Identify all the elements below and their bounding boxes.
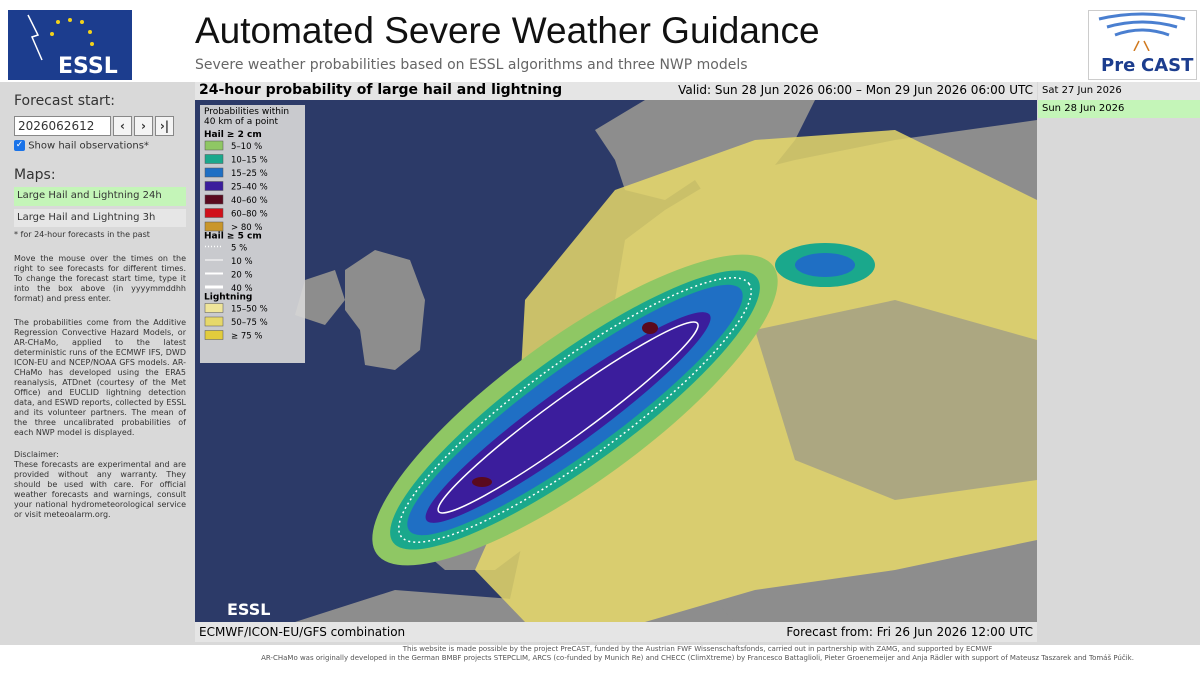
footer-line: This website is made possible by the pro…: [402, 645, 993, 653]
legend-section-title: Hail ≥ 2 cm: [204, 130, 262, 140]
legend-section-title: Lightning: [204, 293, 252, 303]
label: Forecast start:: [14, 93, 116, 109]
legend-swatch: [204, 154, 224, 164]
footnote: * for 24-hour forecasts in the past: [14, 230, 150, 239]
logo-art: [27, 14, 94, 61]
legend-label: 50–75 %: [231, 318, 268, 328]
forecast-from: Forecast from: Fri 26 Jun 2026 12:00 UTC: [786, 625, 1033, 639]
logo-art: [1098, 12, 1186, 52]
legend-label: ≥ 75 %: [231, 332, 262, 342]
button[interactable]: ›: [134, 115, 153, 136]
legend-label: 10 %: [231, 257, 253, 267]
legend-label: 25–40 %: [231, 183, 268, 193]
map-option[interactable]: Large Hail and Lightning 3h: [14, 208, 186, 227]
date-item[interactable]: Sun 28 Jun 2026: [1038, 100, 1200, 118]
precast-logo[interactable]: Pre CAST: [1088, 10, 1197, 80]
legend-section-title: Hail ≥ 5 cm: [204, 232, 262, 242]
logo-text: CAST: [1141, 55, 1194, 76]
checkbox[interactable]: ✓: [14, 139, 25, 151]
button[interactable]: ›|: [155, 115, 174, 136]
legend-label: 40 %: [231, 284, 253, 294]
essl-logo[interactable]: ESSL: [8, 10, 132, 80]
legend-label: 5 %: [231, 244, 247, 254]
paragraph: The probabilities come from the Additive…: [14, 318, 186, 437]
logo-text: Pre: [1101, 55, 1136, 76]
date-item[interactable]: Sat 27 Jun 2026: [1038, 82, 1200, 100]
watermark: ESSL: [227, 600, 270, 619]
button[interactable]: ‹: [113, 115, 132, 136]
label: Maps:: [14, 166, 56, 183]
legend-swatch: [204, 181, 224, 191]
map-option[interactable]: Large Hail and Lightning 24h: [14, 187, 186, 206]
legend-label: 5–10 %: [231, 142, 262, 152]
controls: 2026062612 ‹ › ›|: [14, 115, 186, 136]
checkbox-label[interactable]: Show hail observations*: [28, 140, 149, 151]
legend-header: Probabilities within: [204, 107, 289, 117]
legend-label: > 80 %: [231, 223, 262, 233]
legend-swatch: [204, 140, 224, 151]
footer-line: AR-CHaMo was originally developed in the…: [261, 654, 1134, 662]
start-input[interactable]: 2026062612: [14, 115, 111, 136]
checkbox-row: ✓ Show hail observations*: [14, 139, 186, 153]
paragraph: Move the mouse over the times on the rig…: [14, 254, 186, 303]
map-footer-bar: ECMWF/ICON-EU/GFS combination Forecast f…: [195, 622, 1037, 642]
legend-swatch: [204, 167, 224, 178]
footer: This website is made possible by the pro…: [195, 645, 1200, 663]
model-info: ECMWF/ICON-EU/GFS combination: [199, 625, 406, 639]
legend-label: 20 %: [231, 271, 253, 281]
legend-swatch: [204, 221, 224, 232]
paragraph: Disclaimer:: [14, 450, 59, 459]
legend-label: 60–80 %: [231, 210, 268, 220]
legend-label: 15–25 %: [231, 169, 268, 179]
legend-swatch: [204, 208, 224, 218]
legend-label: 10–15 %: [231, 156, 268, 166]
legend-swatch: [204, 303, 224, 313]
subtitle: Severe weather probabilities based on ES…: [195, 57, 748, 73]
sidebar: Forecast start: 2026062612 ‹ › ›| ✓ Show ha…: [14, 93, 186, 529]
paragraph: These forecasts are experimental and are…: [14, 460, 186, 519]
page-title: Automated Severe Weather Guidance: [195, 10, 820, 51]
map-title-bar: 24-hour probability of large hail and li…: [195, 82, 1037, 100]
logo-text: ESSL: [58, 54, 118, 79]
valid-time: Valid: Sun 28 Jun 2026 06:00 – Mon 29 Ju…: [678, 83, 1033, 97]
legend-header: 40 km of a point: [204, 117, 278, 127]
legend-label: 15–50 %: [231, 305, 268, 315]
legend-swatch: [204, 330, 224, 340]
legend-swatch: [204, 194, 224, 205]
legend-label: 40–60 %: [231, 196, 268, 206]
map-title: 24-hour probability of large hail and li…: [199, 82, 563, 98]
legend-swatch: [204, 316, 224, 327]
